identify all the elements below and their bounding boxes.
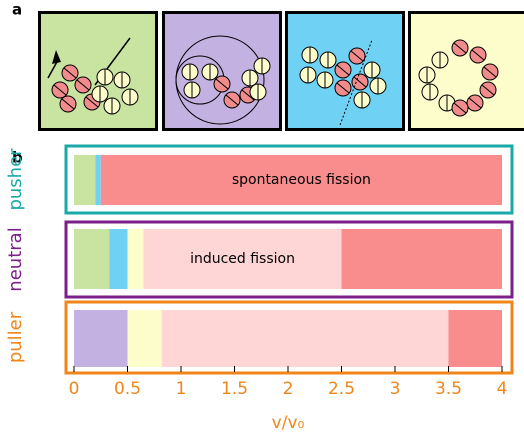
row-frame bbox=[64, 144, 514, 215]
x-tick-label: 0 bbox=[69, 379, 80, 399]
bar-segment bbox=[161, 310, 449, 367]
x-tick-label: 3 bbox=[390, 379, 401, 399]
row-label: neutral bbox=[5, 227, 26, 291]
x-axis-label: v/v₀ bbox=[272, 413, 305, 433]
bar-segment bbox=[341, 229, 502, 289]
bar-segment bbox=[127, 229, 144, 289]
row-frame bbox=[64, 300, 514, 375]
bar-segment bbox=[127, 310, 162, 367]
region-label: induced fission bbox=[190, 251, 295, 267]
panel-label: a bbox=[12, 1, 22, 19]
panel-b: pusher neutral puller spontaneous fission in… bbox=[5, 144, 514, 433]
row-label: puller bbox=[5, 311, 26, 363]
bar-segment bbox=[143, 229, 342, 289]
panel-box bbox=[38, 11, 158, 131]
x-tick-label: 0.5 bbox=[114, 379, 141, 399]
bar-segment bbox=[448, 310, 502, 367]
panel-label: b bbox=[12, 149, 23, 167]
x-tick-label: 3.5 bbox=[435, 379, 462, 399]
illustration bbox=[47, 35, 499, 126]
bar-segment bbox=[74, 155, 96, 205]
region-label: spontaneous fission bbox=[232, 172, 371, 188]
bar-segment bbox=[74, 229, 110, 289]
bar-segment bbox=[95, 155, 101, 205]
x-tick-label: 4 bbox=[497, 379, 508, 399]
x-tick-label: 2 bbox=[283, 379, 294, 399]
bar-segment bbox=[100, 155, 502, 205]
bar-segment bbox=[74, 310, 128, 367]
row-frame bbox=[64, 220, 514, 299]
x-tick-label: 1.5 bbox=[221, 379, 248, 399]
x-tick-label: 2.5 bbox=[328, 379, 355, 399]
row-label: pusher bbox=[5, 148, 26, 211]
x-tick-label: 1 bbox=[176, 379, 187, 399]
bar-segment bbox=[109, 229, 128, 289]
